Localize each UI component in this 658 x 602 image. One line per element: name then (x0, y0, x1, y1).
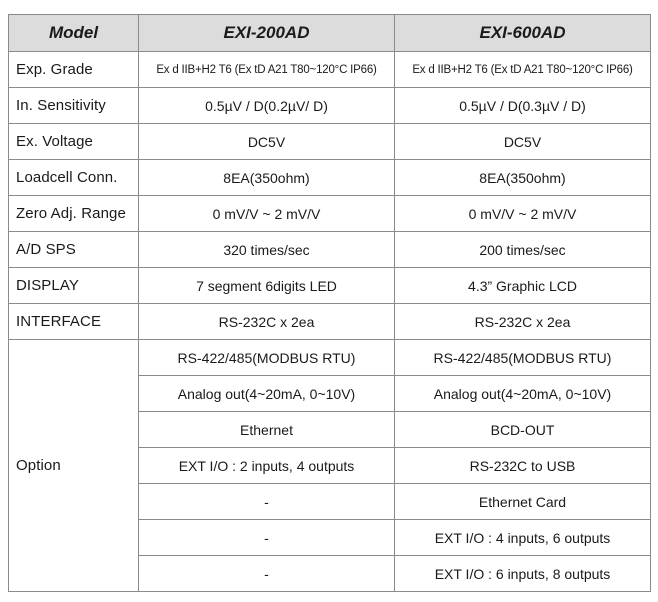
header-model: Model (8, 14, 139, 52)
option-value-200ad: RS-422/485(MODBUS RTU) (138, 339, 395, 376)
option-value-200ad: EXT I/O : 2 inputs, 4 outputs (138, 447, 395, 484)
option-value-200ad: - (138, 555, 395, 592)
row-label: INTERFACE (8, 303, 139, 340)
table-row: Zero Adj. Range 0 mV/V ~ 2 mV/V 0 mV/V ~… (8, 195, 651, 232)
table-row: A/D SPS 320 times/sec 200 times/sec (8, 231, 651, 268)
header-row: Model EXI-200AD EXI-600AD (8, 14, 651, 52)
header-exi-200ad: EXI-200AD (138, 14, 395, 52)
option-row: Analog out(4~20mA, 0~10V) Analog out(4~2… (9, 375, 651, 412)
row-value-200ad: RS-232C x 2ea (138, 303, 395, 340)
table-row: In. Sensitivity 0.5µV / D(0.2µV/ D) 0.5µ… (8, 87, 651, 124)
row-value-200ad: DC5V (138, 123, 395, 160)
option-value-600ad: EXT I/O : 6 inputs, 8 outputs (394, 555, 651, 592)
row-label: A/D SPS (8, 231, 139, 268)
table-row: Exp. Grade Ex d IIB+H2 T6 (Ex tD A21 T80… (8, 51, 651, 88)
option-value-600ad: BCD-OUT (394, 411, 651, 448)
row-value-600ad: 0 mV/V ~ 2 mV/V (394, 195, 651, 232)
row-label: In. Sensitivity (8, 87, 139, 124)
spec-table: Model EXI-200AD EXI-600AD Exp. Grade Ex … (8, 14, 651, 592)
option-value-600ad: RS-232C to USB (394, 447, 651, 484)
row-value-600ad: 4.3” Graphic LCD (394, 267, 651, 304)
option-label: Option (8, 339, 139, 592)
row-value-600ad: 8EA(350ohm) (394, 159, 651, 196)
option-row: - EXT I/O : 4 inputs, 6 outputs (9, 519, 651, 556)
option-row: Ethernet BCD-OUT (9, 411, 651, 448)
row-label: Zero Adj. Range (8, 195, 139, 232)
row-label: Ex. Voltage (8, 123, 139, 160)
row-value-200ad: 0 mV/V ~ 2 mV/V (138, 195, 395, 232)
row-value-200ad: 0.5µV / D(0.2µV/ D) (138, 87, 395, 124)
option-value-200ad: Ethernet (138, 411, 395, 448)
row-value-600ad: DC5V (394, 123, 651, 160)
option-value-600ad: Ethernet Card (394, 483, 651, 520)
option-row: - Ethernet Card (9, 483, 651, 520)
option-value-200ad: - (138, 483, 395, 520)
row-value-200ad: Ex d IIB+H2 T6 (Ex tD A21 T80~120°C IP66… (138, 51, 395, 88)
option-value-600ad: EXT I/O : 4 inputs, 6 outputs (394, 519, 651, 556)
table-row: Ex. Voltage DC5V DC5V (8, 123, 651, 160)
table-row: DISPLAY 7 segment 6digits LED 4.3” Graph… (8, 267, 651, 304)
row-label: DISPLAY (8, 267, 139, 304)
option-value-200ad: - (138, 519, 395, 556)
option-value-600ad: Analog out(4~20mA, 0~10V) (394, 375, 651, 412)
row-value-600ad: 200 times/sec (394, 231, 651, 268)
row-value-200ad: 8EA(350ohm) (138, 159, 395, 196)
row-value-600ad: RS-232C x 2ea (394, 303, 651, 340)
row-value-200ad: 320 times/sec (138, 231, 395, 268)
option-row: - EXT I/O : 6 inputs, 8 outputs (9, 555, 651, 592)
option-row: Option RS-422/485(MODBUS RTU) RS-422/485… (8, 339, 651, 592)
option-value-600ad: RS-422/485(MODBUS RTU) (394, 339, 651, 376)
header-exi-600ad: EXI-600AD (394, 14, 651, 52)
table-row: Loadcell Conn. 8EA(350ohm) 8EA(350ohm) (8, 159, 651, 196)
row-label: Exp. Grade (8, 51, 139, 88)
row-value-200ad: 7 segment 6digits LED (138, 267, 395, 304)
row-label: Loadcell Conn. (8, 159, 139, 196)
option-value-200ad: Analog out(4~20mA, 0~10V) (138, 375, 395, 412)
row-value-600ad: Ex d IIB+H2 T6 (Ex tD A21 T80~120°C IP66… (394, 51, 651, 88)
row-value-600ad: 0.5µV / D(0.3µV / D) (394, 87, 651, 124)
table-row: INTERFACE RS-232C x 2ea RS-232C x 2ea (8, 303, 651, 340)
option-row: EXT I/O : 2 inputs, 4 outputs RS-232C to… (9, 447, 651, 484)
